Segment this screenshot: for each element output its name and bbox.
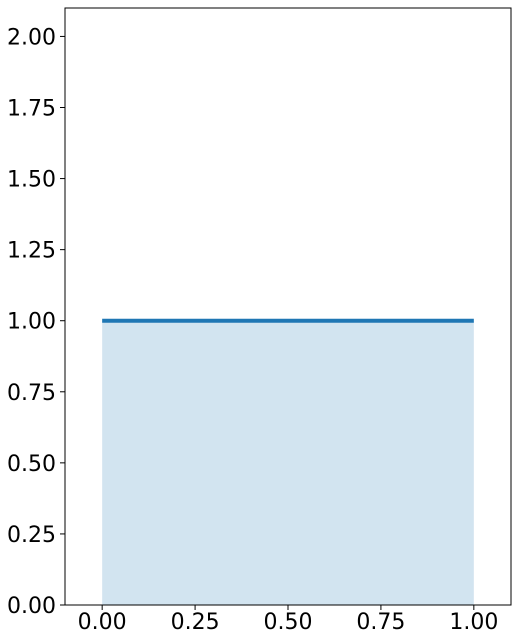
x-tick-label: 1.00 — [449, 610, 498, 635]
y-tick-label: 1.75 — [7, 97, 56, 122]
x-axis: 0.00 0.25 0.50 0.75 1.00 — [78, 605, 498, 635]
x-tick-label: 0.00 — [78, 610, 127, 635]
y-tick-label: 1.00 — [7, 310, 56, 335]
y-tick-label: 1.50 — [7, 168, 56, 193]
area-fill-layer — [102, 320, 474, 605]
x-tick-label: 0.50 — [264, 610, 313, 635]
y-tick-label: 1.25 — [7, 239, 56, 264]
y-tick-label: 0.00 — [7, 594, 56, 619]
y-axis: 0.00 0.25 0.50 0.75 1.00 1.25 1.50 1.75 2.00 — [7, 25, 65, 619]
y-tick-label: 2.00 — [7, 25, 56, 50]
y-tick-label: 0.25 — [7, 523, 56, 548]
x-tick-label: 0.75 — [356, 610, 405, 635]
x-tick-label: 0.25 — [171, 610, 220, 635]
y-tick-label: 0.50 — [7, 452, 56, 477]
area-fill-0 — [102, 320, 474, 605]
y-tick-label: 0.75 — [7, 381, 56, 406]
